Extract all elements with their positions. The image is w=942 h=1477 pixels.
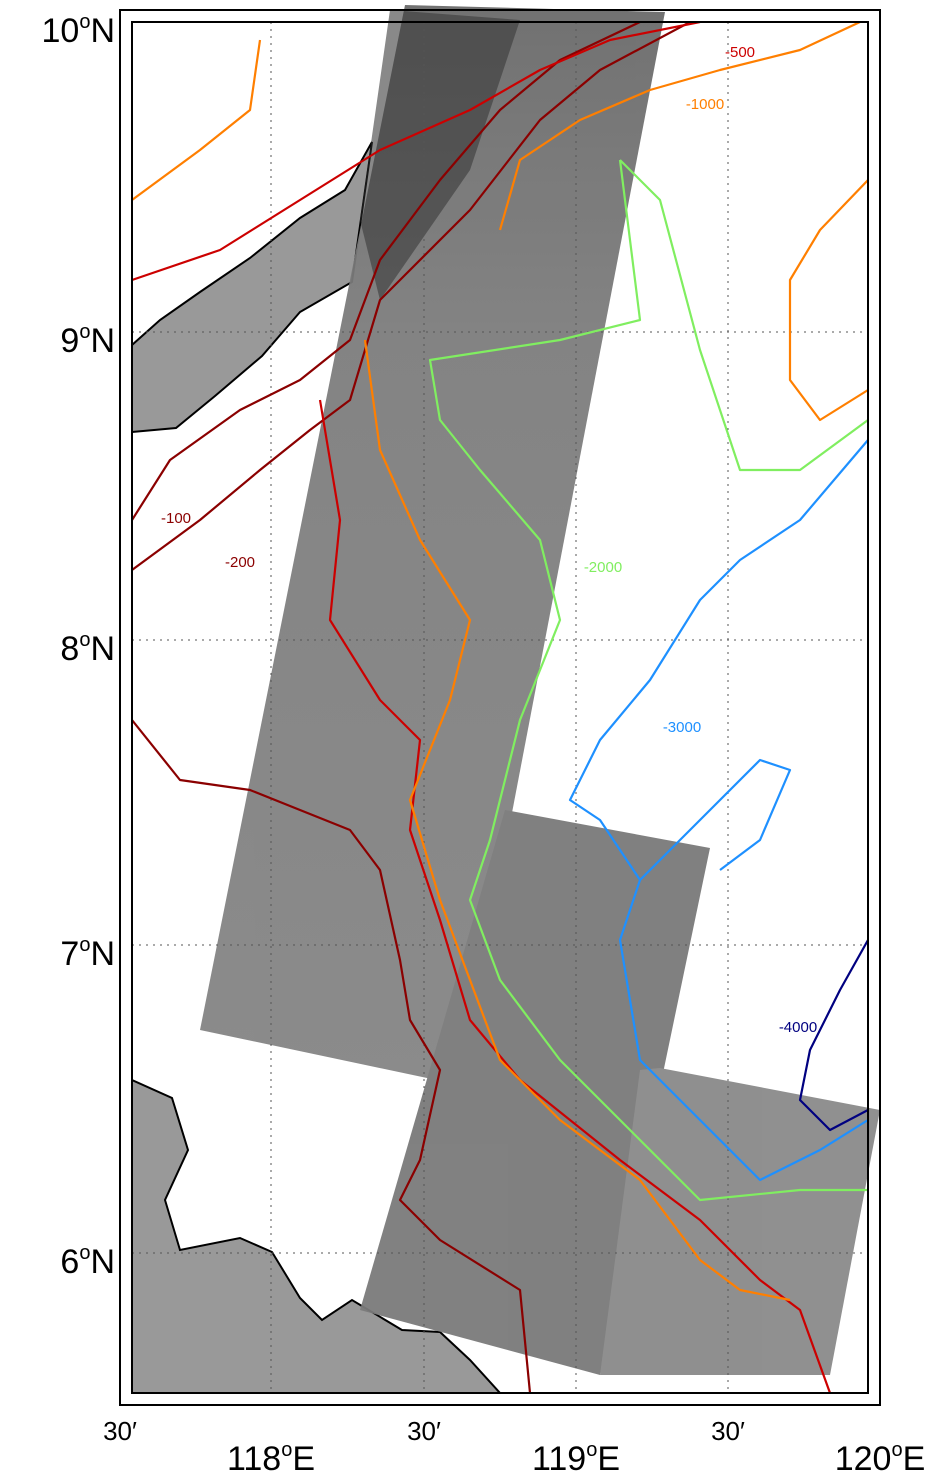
contour-label: -1000 xyxy=(686,96,724,113)
coord-label: 8oN xyxy=(60,629,115,668)
coord-number: 120 xyxy=(835,1440,892,1477)
coord-hemisphere: E xyxy=(292,1440,315,1477)
coord-label: 30′ xyxy=(103,1416,137,1446)
contour-label: -200 xyxy=(225,554,255,571)
coord-number: 30′ xyxy=(711,1416,745,1446)
coord-label: 119oE xyxy=(532,1439,620,1477)
contour-label: -100 xyxy=(161,510,191,527)
coord-number: 30′ xyxy=(103,1416,137,1446)
coord-hemisphere: E xyxy=(597,1440,620,1477)
coord-hemisphere: E xyxy=(903,1440,926,1477)
coord-degree: o xyxy=(79,1242,90,1264)
coord-degree: o xyxy=(79,321,90,343)
coord-number: 7 xyxy=(60,935,79,973)
coord-degree: o xyxy=(281,1439,292,1461)
coord-number: 10 xyxy=(41,12,79,50)
contour-label: -500 xyxy=(725,44,755,61)
coord-number: 119 xyxy=(532,1440,586,1477)
coord-hemisphere: N xyxy=(90,630,115,668)
coord-degree: o xyxy=(79,11,90,33)
coord-hemisphere: N xyxy=(90,1243,115,1281)
coord-degree: o xyxy=(586,1439,597,1461)
coord-number: 9 xyxy=(60,322,79,360)
coord-label: 30′ xyxy=(711,1416,745,1446)
coord-label: 6oN xyxy=(60,1242,115,1281)
coord-hemisphere: N xyxy=(90,322,115,360)
coord-degree: o xyxy=(79,934,90,956)
contour-label: -2000 xyxy=(584,559,622,576)
coord-hemisphere: N xyxy=(90,935,115,973)
coord-label: 9oN xyxy=(60,321,115,360)
coord-label: 7oN xyxy=(60,934,115,973)
contour-label: -3000 xyxy=(663,719,701,736)
contour-label: -4000 xyxy=(779,1019,817,1036)
coord-label: 10oN xyxy=(41,11,115,50)
coord-number: 30′ xyxy=(407,1416,441,1446)
coord-hemisphere: N xyxy=(90,12,115,50)
coord-label: 30′ xyxy=(407,1416,441,1446)
sar-strip xyxy=(600,1068,880,1375)
coord-number: 118 xyxy=(227,1440,281,1477)
coord-number: 8 xyxy=(60,630,79,668)
coord-degree: o xyxy=(79,629,90,651)
coord-label: 120oE xyxy=(835,1439,926,1477)
coord-degree: o xyxy=(891,1439,902,1461)
coord-label: 118oE xyxy=(227,1439,315,1477)
coord-number: 6 xyxy=(60,1243,79,1281)
map: 10oN9oN8oN7oN6oN30′118oE30′119oE30′120oE… xyxy=(0,0,942,1477)
